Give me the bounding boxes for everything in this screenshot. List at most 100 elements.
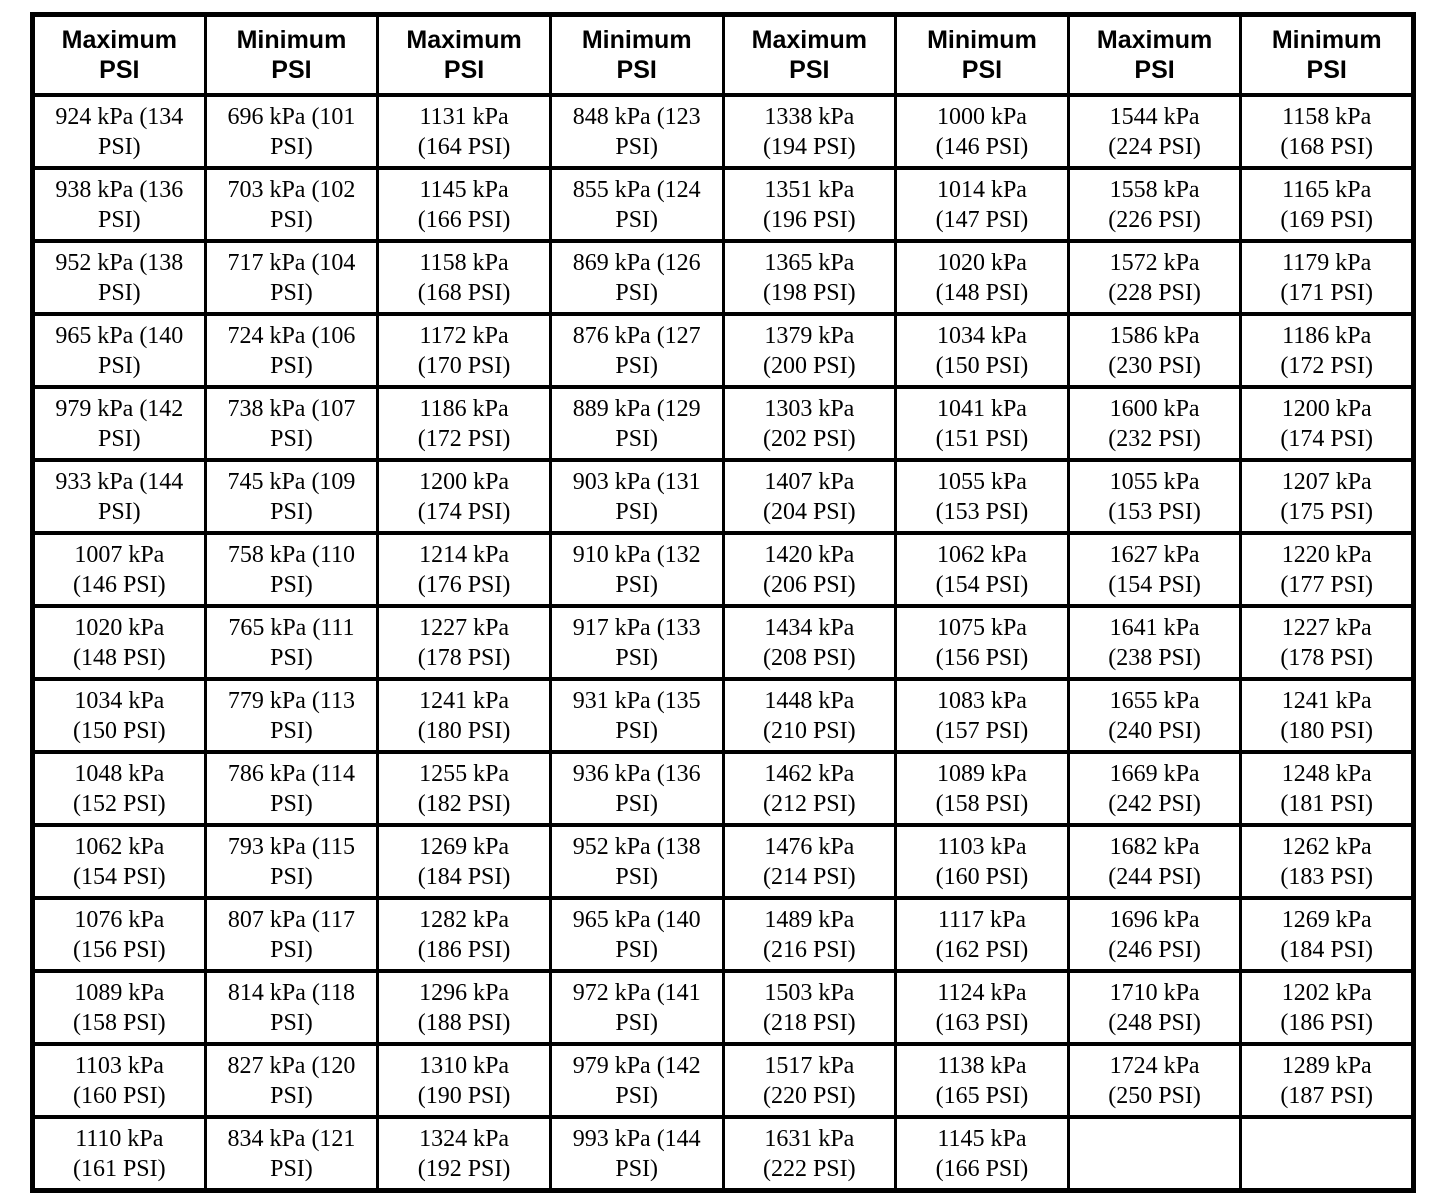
table-cell: 889 kPa (129 PSI) — [548, 385, 725, 462]
table-row: 1034 kPa (150 PSI) 779 kPa (113 PSI) 124… — [31, 677, 1415, 754]
column-header-maximum-psi: Maximum PSI — [721, 12, 898, 97]
table-cell: 1338 kPa (194 PSI) — [721, 93, 898, 170]
table-cell: 972 kPa (141 PSI) — [548, 969, 725, 1046]
table-row: 1089 kPa (158 PSI) 814 kPa (118 PSI) 129… — [31, 969, 1415, 1046]
table-cell: 1282 kPa (186 PSI) — [376, 896, 552, 973]
column-header-maximum-psi: Maximum PSI — [1066, 12, 1243, 97]
table-cell: 1241 kPa (180 PSI) — [1239, 677, 1415, 754]
table-cell: 848 kPa (123 PSI) — [548, 93, 725, 170]
table-cell: 965 kPa (140 PSI) — [31, 312, 207, 389]
table-cell: 1696 kPa (246 PSI) — [1066, 896, 1243, 973]
table-cell: 931 kPa (135 PSI) — [548, 677, 725, 754]
table-cell: 938 kPa (136 PSI) — [31, 166, 207, 243]
table-cell: 1627 kPa (154 PSI) — [1066, 531, 1243, 608]
table-cell: 1303 kPa (202 PSI) — [721, 385, 898, 462]
table-cell: 1055 kPa (153 PSI) — [1066, 458, 1243, 535]
table-cell: 1041 kPa (151 PSI) — [894, 385, 1070, 462]
table-cell: 952 kPa (138 PSI) — [548, 823, 725, 900]
table-cell: 1365 kPa (198 PSI) — [721, 239, 898, 316]
table-cell: 1124 kPa (163 PSI) — [894, 969, 1070, 1046]
table-cell: 765 kPa (111 PSI) — [203, 604, 380, 681]
table-cell: 869 kPa (126 PSI) — [548, 239, 725, 316]
table-cell: 1014 kPa (147 PSI) — [894, 166, 1070, 243]
table-cell: 1186 kPa (172 PSI) — [376, 385, 552, 462]
table-cell: 1089 kPa (158 PSI) — [894, 750, 1070, 827]
column-header-maximum-psi: Maximum PSI — [31, 12, 207, 97]
table-cell: 1165 kPa (169 PSI) — [1239, 166, 1415, 243]
table-cell: 1324 kPa (192 PSI) — [376, 1115, 552, 1193]
table-cell: 1207 kPa (175 PSI) — [1239, 458, 1415, 535]
table-cell: 1145 kPa (166 PSI) — [376, 166, 552, 243]
table-cell: 724 kPa (106 PSI) — [203, 312, 380, 389]
table-row: 938 kPa (136 PSI) 703 kPa (102 PSI) 1145… — [31, 166, 1415, 243]
table-row: 1110 kPa (161 PSI) 834 kPa (121 PSI) 132… — [31, 1115, 1415, 1193]
table-cell: 1062 kPa (154 PSI) — [31, 823, 207, 900]
table-cell: 1103 kPa (160 PSI) — [894, 823, 1070, 900]
table-cell: 1631 kPa (222 PSI) — [721, 1115, 898, 1193]
table-cell: 1503 kPa (218 PSI) — [721, 969, 898, 1046]
column-header-minimum-psi: Minimum PSI — [1239, 12, 1415, 97]
table-row: 933 kPa (144 PSI) 745 kPa (109 PSI) 1200… — [31, 458, 1415, 535]
table-cell: 703 kPa (102 PSI) — [203, 166, 380, 243]
table-cell: 1586 kPa (230 PSI) — [1066, 312, 1243, 389]
table-cell: 1138 kPa (165 PSI) — [894, 1042, 1070, 1119]
table-cell: 1227 kPa (178 PSI) — [376, 604, 552, 681]
table-cell: 1131 kPa (164 PSI) — [376, 93, 552, 170]
table-cell: 917 kPa (133 PSI) — [548, 604, 725, 681]
table-cell: 1075 kPa (156 PSI) — [894, 604, 1070, 681]
table-cell: 1020 kPa (148 PSI) — [31, 604, 207, 681]
table-cell: 1020 kPa (148 PSI) — [894, 239, 1070, 316]
table-cell: 1158 kPa (168 PSI) — [1239, 93, 1415, 170]
column-header-minimum-psi: Minimum PSI — [548, 12, 725, 97]
table-cell: 1186 kPa (172 PSI) — [1239, 312, 1415, 389]
table-cell: 1083 kPa (157 PSI) — [894, 677, 1070, 754]
table-cell: 1269 kPa (184 PSI) — [376, 823, 552, 900]
table-cell: 1227 kPa (178 PSI) — [1239, 604, 1415, 681]
table-cell: 1710 kPa (248 PSI) — [1066, 969, 1243, 1046]
table-cell: 1655 kPa (240 PSI) — [1066, 677, 1243, 754]
table-cell: 745 kPa (109 PSI) — [203, 458, 380, 535]
table-cell: 1007 kPa (146 PSI) — [31, 531, 207, 608]
table-cell: 1351 kPa (196 PSI) — [721, 166, 898, 243]
table-cell: 993 kPa (144 PSI) — [548, 1115, 725, 1193]
table-body: 924 kPa (134 PSI) 696 kPa (101 PSI) 1131… — [31, 93, 1415, 1193]
table-row: 1103 kPa (160 PSI) 827 kPa (120 PSI) 131… — [31, 1042, 1415, 1119]
table-row: 1020 kPa (148 PSI) 765 kPa (111 PSI) 122… — [31, 604, 1415, 681]
table-row: 1062 kPa (154 PSI) 793 kPa (115 PSI) 126… — [31, 823, 1415, 900]
table-cell: 1296 kPa (188 PSI) — [376, 969, 552, 1046]
table-cell: 1241 kPa (180 PSI) — [376, 677, 552, 754]
table-cell: 1448 kPa (210 PSI) — [721, 677, 898, 754]
table-row: 1048 kPa (152 PSI) 786 kPa (114 PSI) 125… — [31, 750, 1415, 827]
table-cell: 717 kPa (104 PSI) — [203, 239, 380, 316]
table-cell: 1269 kPa (184 PSI) — [1239, 896, 1415, 973]
table-cell: 1000 kPa (146 PSI) — [894, 93, 1070, 170]
table-cell: 1600 kPa (232 PSI) — [1066, 385, 1243, 462]
table-cell: 738 kPa (107 PSI) — [203, 385, 380, 462]
table-cell: 1517 kPa (220 PSI) — [721, 1042, 898, 1119]
table-cell: 779 kPa (113 PSI) — [203, 677, 380, 754]
column-header-minimum-psi: Minimum PSI — [894, 12, 1070, 97]
table-cell: 1289 kPa (187 PSI) — [1239, 1042, 1415, 1119]
table-cell: 786 kPa (114 PSI) — [203, 750, 380, 827]
table-cell: 1248 kPa (181 PSI) — [1239, 750, 1415, 827]
table-cell: 1434 kPa (208 PSI) — [721, 604, 898, 681]
table-cell: 924 kPa (134 PSI) — [31, 93, 207, 170]
table-cell: 933 kPa (144 PSI) — [31, 458, 207, 535]
table-cell: 1669 kPa (242 PSI) — [1066, 750, 1243, 827]
table-cell: 952 kPa (138 PSI) — [31, 239, 207, 316]
table-cell: 1076 kPa (156 PSI) — [31, 896, 207, 973]
table-cell — [1066, 1115, 1243, 1193]
table-cell: 1158 kPa (168 PSI) — [376, 239, 552, 316]
table-cell: 807 kPa (117 PSI) — [203, 896, 380, 973]
table-cell: 827 kPa (120 PSI) — [203, 1042, 380, 1119]
table-cell: 1572 kPa (228 PSI) — [1066, 239, 1243, 316]
table-cell: 965 kPa (140 PSI) — [548, 896, 725, 973]
table-cell: 1062 kPa (154 PSI) — [894, 531, 1070, 608]
table-cell: 1255 kPa (182 PSI) — [376, 750, 552, 827]
table-cell: 1200 kPa (174 PSI) — [1239, 385, 1415, 462]
table-cell: 979 kPa (142 PSI) — [31, 385, 207, 462]
table-cell: 1407 kPa (204 PSI) — [721, 458, 898, 535]
column-header-minimum-psi: Minimum PSI — [203, 12, 380, 97]
table-cell: 1489 kPa (216 PSI) — [721, 896, 898, 973]
